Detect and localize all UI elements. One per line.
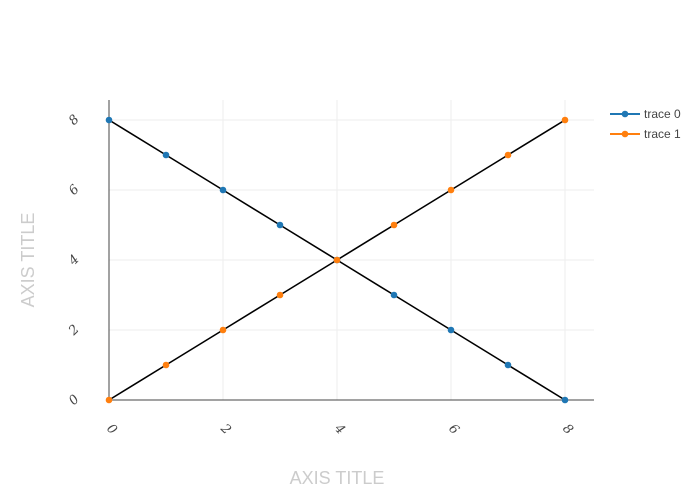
x-tick-label-2: 2 [217, 421, 234, 438]
y-tick-label-8: 8 [66, 112, 82, 128]
data-point-trace-0-6[interactable] [447, 326, 455, 334]
data-point-trace-1-2[interactable] [219, 326, 227, 334]
y-tick-label-4: 4 [65, 252, 82, 269]
data-point-trace-0-7[interactable] [504, 361, 512, 369]
data-point-trace-1-1[interactable] [162, 361, 170, 369]
y-tick-label-2: 2 [65, 322, 82, 339]
legend-item-trace-0[interactable]: trace 0 [610, 107, 681, 121]
data-point-trace-1-5[interactable] [390, 221, 398, 229]
y-tick-label-6: 6 [66, 182, 82, 198]
y-tick-label-0: 0 [66, 392, 82, 408]
x-tick-label-4: 4 [331, 421, 348, 438]
legend-swatch-marker-trace-0 [621, 110, 629, 118]
x-tick-label-6: 6 [445, 421, 461, 437]
data-point-trace-0-3[interactable] [276, 221, 284, 229]
grid-lines [109, 100, 594, 400]
x-axis-title: AXIS TITLE [290, 468, 385, 488]
x-tick-label-8: 8 [559, 421, 575, 437]
data-point-trace-1-7[interactable] [504, 151, 512, 159]
data-point-trace-1-6[interactable] [447, 186, 455, 194]
data-point-trace-1-3[interactable] [276, 291, 284, 299]
legend-label-trace-1: trace 1 [644, 127, 681, 141]
y-axis-title: AXIS TITLE [18, 213, 38, 308]
data-point-trace-1-0[interactable] [105, 396, 113, 404]
data-point-trace-1-4[interactable] [333, 256, 341, 264]
legend: trace 0 trace 1 [610, 107, 681, 141]
legend-swatch-marker-trace-1 [621, 130, 629, 138]
legend-item-trace-1[interactable]: trace 1 [610, 127, 681, 141]
data-point-trace-0-5[interactable] [390, 291, 398, 299]
data-point-trace-1-8[interactable] [561, 116, 569, 124]
data-point-trace-0-2[interactable] [219, 186, 227, 194]
axes [108, 100, 594, 401]
series-points [105, 116, 569, 404]
legend-label-trace-0: trace 0 [644, 107, 681, 121]
data-point-trace-0-1[interactable] [162, 151, 170, 159]
x-tick-label-0: 0 [103, 421, 119, 437]
data-point-trace-0-0[interactable] [105, 116, 113, 124]
data-point-trace-0-8[interactable] [561, 396, 569, 404]
